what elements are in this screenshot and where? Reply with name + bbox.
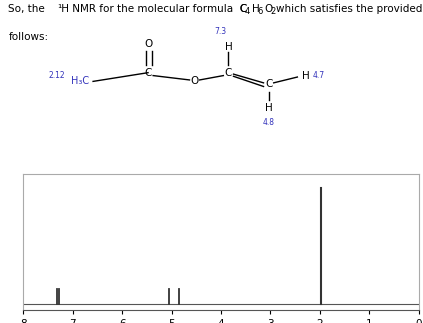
Text: H₃C: H₃C [71, 77, 89, 86]
Text: O: O [190, 77, 199, 86]
Text: H: H [265, 103, 272, 112]
Text: 6: 6 [258, 6, 263, 16]
Text: which satisfies the provided data is as: which satisfies the provided data is as [276, 4, 423, 14]
Text: C: C [239, 4, 246, 14]
Text: 4: 4 [244, 6, 250, 16]
Text: 2.12: 2.12 [49, 71, 66, 80]
Text: C: C [225, 68, 232, 78]
Text: NMR for the molecular formula  C: NMR for the molecular formula C [69, 4, 247, 14]
Text: C: C [144, 68, 152, 78]
Text: H: H [225, 42, 232, 51]
Text: O: O [264, 4, 272, 14]
Text: 2: 2 [271, 6, 276, 16]
Text: H: H [302, 71, 310, 80]
Text: follows:: follows: [8, 32, 49, 42]
Text: O: O [144, 39, 152, 48]
Text: 4.8: 4.8 [263, 118, 275, 127]
Text: H: H [252, 4, 260, 14]
Text: ¹H: ¹H [57, 4, 69, 14]
Text: So, the: So, the [8, 4, 49, 14]
Text: C: C [265, 79, 272, 89]
Text: 7.3: 7.3 [214, 27, 226, 36]
Text: 4.7: 4.7 [313, 71, 325, 80]
